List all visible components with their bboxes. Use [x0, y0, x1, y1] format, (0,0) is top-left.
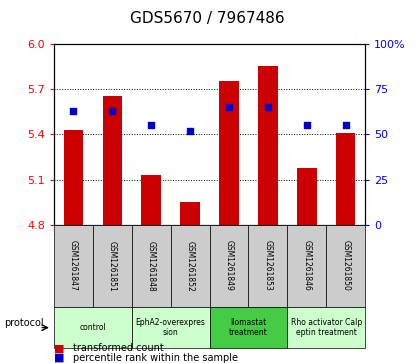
Bar	[219, 81, 239, 225]
Bar	[297, 168, 317, 225]
Text: GSM1261846: GSM1261846	[303, 240, 311, 291]
Point	[148, 122, 154, 128]
Text: GDS5670 / 7967486: GDS5670 / 7967486	[130, 11, 285, 26]
Text: Rho activator Calp
eptin treatment: Rho activator Calp eptin treatment	[290, 318, 362, 337]
Text: percentile rank within the sample: percentile rank within the sample	[73, 352, 238, 363]
Point	[303, 122, 310, 128]
Point	[342, 122, 349, 128]
Text: ■: ■	[54, 352, 64, 363]
Text: transformed count: transformed count	[73, 343, 164, 354]
Point	[265, 104, 271, 110]
Point	[187, 128, 193, 134]
Text: Ilomastat
treatment: Ilomastat treatment	[229, 318, 268, 337]
Bar	[336, 133, 356, 225]
Point	[109, 108, 116, 114]
Bar	[258, 66, 278, 225]
Text: GSM1261852: GSM1261852	[186, 241, 195, 291]
Text: GSM1261847: GSM1261847	[69, 240, 78, 291]
Text: EphA2-overexpres
sion: EphA2-overexpres sion	[136, 318, 205, 337]
Point	[70, 108, 77, 114]
Bar	[103, 97, 122, 225]
Text: GSM1261851: GSM1261851	[108, 241, 117, 291]
Bar	[142, 175, 161, 225]
Text: GSM1261850: GSM1261850	[341, 240, 350, 291]
Bar	[181, 202, 200, 225]
Text: ■: ■	[54, 343, 64, 354]
Text: protocol: protocol	[4, 318, 44, 328]
Point	[226, 104, 232, 110]
Text: GSM1261853: GSM1261853	[264, 240, 272, 291]
Text: GSM1261849: GSM1261849	[225, 240, 234, 291]
Text: GSM1261848: GSM1261848	[147, 241, 156, 291]
Bar	[63, 130, 83, 225]
Text: control: control	[80, 323, 106, 332]
